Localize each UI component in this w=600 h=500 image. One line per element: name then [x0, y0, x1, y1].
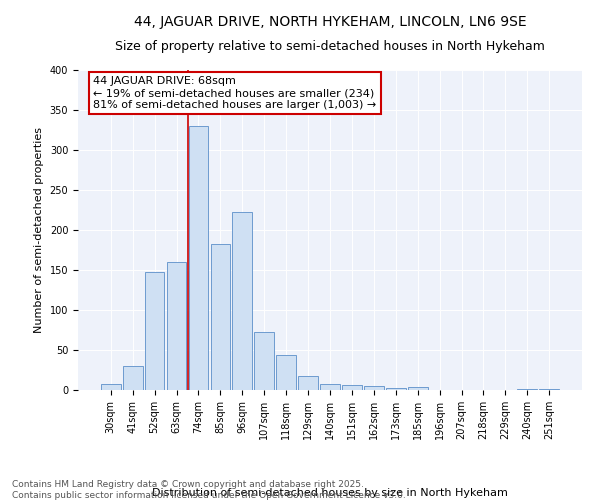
Bar [342, 385, 362, 390]
Text: Distribution of semi-detached houses by size in North Hykeham: Distribution of semi-detached houses by … [152, 488, 508, 498]
Bar [539, 389, 559, 390]
Bar [188, 126, 208, 390]
Text: Size of property relative to semi-detached houses in North Hykeham: Size of property relative to semi-detach… [115, 40, 545, 53]
Text: 44, JAGUAR DRIVE, NORTH HYKEHAM, LINCOLN, LN6 9SE: 44, JAGUAR DRIVE, NORTH HYKEHAM, LINCOLN… [134, 15, 526, 29]
Bar [254, 332, 274, 390]
Bar [211, 244, 230, 390]
Bar [123, 366, 143, 390]
Bar [408, 387, 428, 390]
Text: Contains HM Land Registry data © Crown copyright and database right 2025.
Contai: Contains HM Land Registry data © Crown c… [12, 480, 406, 500]
Bar [298, 376, 318, 390]
Bar [145, 272, 164, 390]
Bar [364, 386, 384, 390]
Bar [517, 389, 537, 390]
Bar [167, 262, 187, 390]
Bar [320, 384, 340, 390]
Bar [386, 388, 406, 390]
Text: 44 JAGUAR DRIVE: 68sqm
← 19% of semi-detached houses are smaller (234)
81% of se: 44 JAGUAR DRIVE: 68sqm ← 19% of semi-det… [93, 76, 376, 110]
Bar [232, 212, 252, 390]
Bar [101, 384, 121, 390]
Bar [276, 355, 296, 390]
Y-axis label: Number of semi-detached properties: Number of semi-detached properties [34, 127, 44, 333]
